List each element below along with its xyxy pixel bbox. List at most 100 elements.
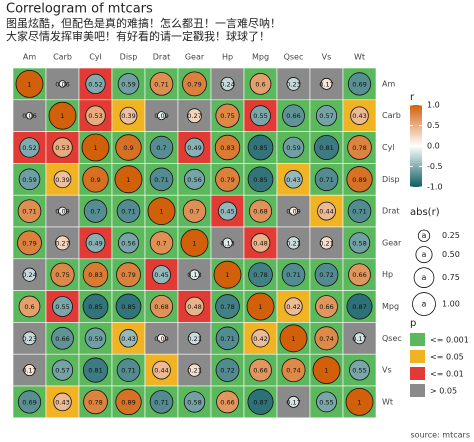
corr-circle (23, 364, 36, 377)
data-label: 0.56 (187, 176, 201, 184)
x-tick-label: Disp (120, 53, 138, 62)
data-label: 0.85 (121, 303, 135, 311)
data-label: 0.78 (253, 271, 267, 279)
corr-circle (18, 168, 41, 191)
data-label: 0.83 (220, 144, 234, 152)
corr-circle (348, 232, 371, 254)
y-tick-label: Hp (382, 270, 393, 279)
x-tick-label: Vs (322, 53, 332, 62)
data-label: 0.66 (55, 335, 69, 343)
data-label: 1 (60, 112, 64, 120)
subtitle: 大家尽情发挥审美吧！有好看的请一定戳我！球球了！ (6, 29, 270, 43)
corr-circle (17, 230, 42, 256)
corr-circle (19, 137, 40, 158)
corr-circle (287, 395, 300, 408)
x-tick-label: Qsec (284, 53, 304, 62)
corr-circle (116, 199, 141, 223)
data-label: 0.21 (286, 239, 300, 247)
corr-circle (55, 235, 70, 251)
data-label: 0.21 (187, 335, 201, 343)
y-tick-label: Cyl (382, 143, 395, 152)
data-label: 0.71 (154, 80, 168, 88)
data-label: 0.48 (253, 239, 267, 247)
corr-circle (251, 329, 270, 348)
corr-circle (114, 165, 143, 194)
corr-circle (115, 388, 142, 416)
corr-circle (18, 295, 41, 318)
data-label: 0.78 (220, 303, 234, 311)
data-label: 0.71 (154, 176, 168, 184)
corr-circle (282, 104, 305, 128)
corr-circle (222, 237, 233, 249)
corr-circle (182, 199, 207, 223)
corr-circle (115, 293, 142, 320)
data-label: 0.42 (286, 303, 300, 311)
data-label: 0.7 (189, 208, 199, 216)
corr-circle (346, 166, 373, 193)
corr-circle (52, 296, 73, 317)
corr-circle (345, 387, 374, 416)
data-label: 0.71 (352, 208, 366, 216)
data-label: 0.66 (352, 271, 366, 279)
size-key (412, 292, 436, 316)
data-label: 0.7 (156, 239, 166, 247)
data-label: 0.69 (22, 398, 36, 406)
data-label: 0.87 (352, 303, 366, 311)
corr-circle (119, 106, 138, 125)
x-tick-label: Cyl (89, 53, 102, 62)
data-label: 0.89 (352, 176, 366, 184)
data-label: 0.52 (22, 144, 36, 152)
x-tick-label: Drat (153, 53, 171, 62)
data-label: 0.44 (154, 367, 168, 375)
y-tick-label: Qsec (382, 334, 402, 343)
size-label: 1.00 (442, 300, 460, 309)
corr-circle (50, 262, 75, 287)
data-label: 0.17 (319, 80, 333, 88)
data-label: 0.71 (319, 176, 333, 184)
data-label: 0.68 (253, 208, 267, 216)
data-label: 0.71 (121, 208, 135, 216)
data-label: 0.78 (88, 398, 102, 406)
corr-circle (286, 236, 301, 250)
corr-circle (249, 73, 272, 95)
x-tick-label: Mpg (252, 53, 269, 62)
data-label: 0.53 (55, 144, 69, 152)
corr-circle (85, 105, 106, 126)
data-label: 0.78 (352, 144, 366, 152)
data-label: 0.6 (255, 80, 265, 88)
y-tick-label: Disp (382, 175, 400, 184)
data-label: 0.72 (220, 367, 234, 375)
size-label: 0.75 (442, 273, 460, 282)
corr-circle (83, 389, 108, 415)
legend-title: abs(r) (410, 207, 440, 218)
corr-circle (149, 135, 174, 160)
data-label: 0.43 (121, 335, 135, 343)
corr-circle (15, 70, 44, 98)
corr-circle (149, 390, 174, 414)
data-label: 1 (93, 144, 97, 152)
data-label: 0.59 (22, 176, 36, 184)
corr-circle (81, 133, 110, 162)
data-label: 0.66 (253, 367, 267, 375)
colorbar-label: -0.5 (427, 162, 443, 171)
corr-circle (289, 206, 298, 216)
corr-circle (319, 236, 334, 250)
corr-circle (187, 331, 202, 345)
data-label: 0.39 (121, 112, 135, 120)
chart-title: Correlogram of mtcars (6, 2, 153, 17)
data-label: 0.45 (220, 208, 234, 216)
corr-circle (286, 77, 301, 91)
data-label: 0.74 (319, 335, 333, 343)
p-cell (309, 194, 344, 228)
data-label: 0.66 (319, 303, 333, 311)
data-label: 1 (324, 367, 328, 375)
data-label: 0.55 (319, 398, 333, 406)
corr-circle (249, 358, 272, 382)
y-tick-label: Am (382, 79, 395, 88)
data-label: 0.83 (88, 271, 102, 279)
data-label: 0.49 (88, 239, 102, 247)
data-label: 0.59 (88, 335, 102, 343)
corr-circle (58, 80, 67, 88)
data-label: 1 (192, 239, 196, 247)
corr-circle (82, 166, 109, 193)
